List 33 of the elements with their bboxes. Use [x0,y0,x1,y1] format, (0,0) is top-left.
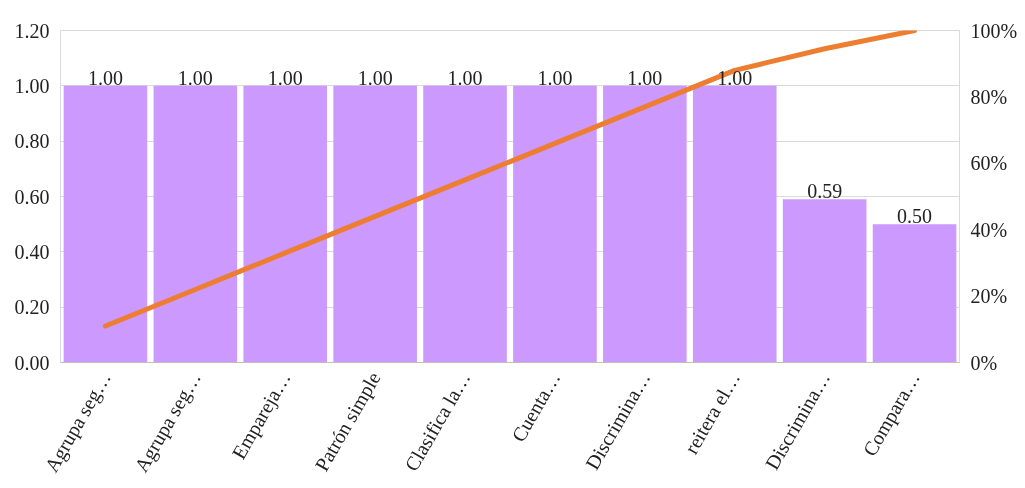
y-tick-label: 0.40 [14,240,50,263]
y-tick-label: 0.00 [14,351,50,374]
y-tick-label: 1.20 [14,19,50,42]
data-label: 1.00 [537,66,573,89]
y-tick-label: 0.60 [14,185,50,208]
y2-tick-label: 0% [970,351,998,374]
data-label: 1.00 [447,66,483,89]
data-label: 1.00 [177,66,213,89]
data-label: 1.00 [357,66,393,89]
bar [153,85,238,363]
bar [333,85,417,363]
y2-tick-label: 80% [970,85,1008,108]
y2-tick-label: 20% [970,285,1008,308]
y-tick-label: 1.00 [14,74,50,97]
data-label: 1.00 [717,66,753,89]
bar [692,85,777,363]
data-label: 1.00 [267,66,303,89]
data-label: 1.00 [627,66,663,89]
data-label: 1.00 [87,66,123,89]
bar [603,85,687,363]
data-label: 0.59 [807,180,843,203]
y-tick-label: 0.80 [14,130,50,153]
y2-tick-label: 40% [970,218,1008,241]
bar [243,85,328,363]
y2-tick-label: 60% [970,152,1008,175]
bar [423,85,507,363]
bar [782,199,867,363]
y-tick-label: 0.20 [14,296,50,319]
bar [63,85,148,363]
bar [513,85,597,363]
data-label: 0.50 [897,205,933,228]
y2-tick-label: 100% [970,19,1018,42]
bar [872,224,957,363]
